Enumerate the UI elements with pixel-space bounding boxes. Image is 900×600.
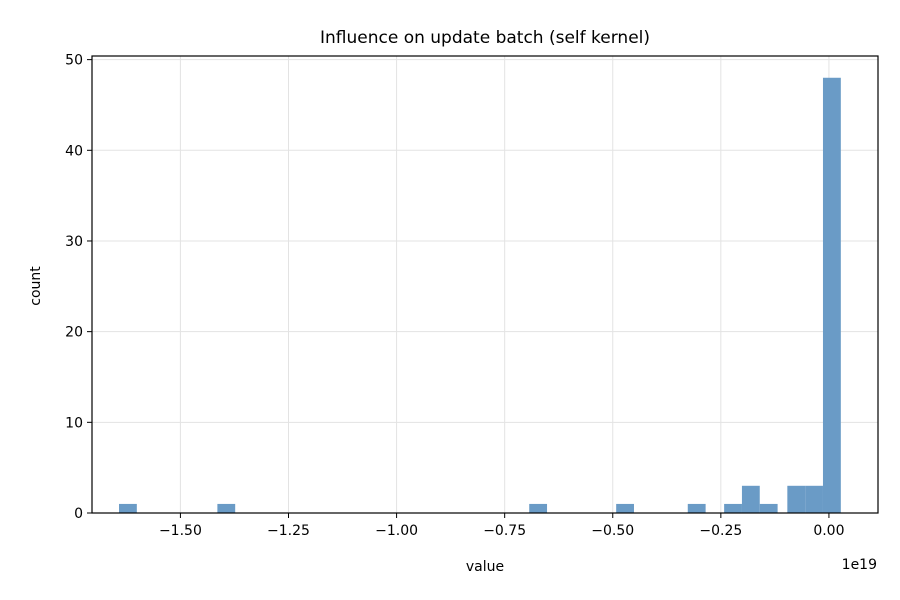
x-axis-ticks: −1.50 −1.25 −1.00 −0.75 −0.50 −0.25 0.00 <box>159 513 845 539</box>
y-tick-label: 30 <box>65 234 83 250</box>
y-tick-label: 20 <box>65 325 83 341</box>
x-tick-label: 0.00 <box>813 523 844 539</box>
grid-lines <box>92 56 878 514</box>
y-tick-label: 40 <box>65 143 83 159</box>
plot-frame <box>91 55 879 514</box>
x-axis-label: value <box>466 559 504 575</box>
histogram-bar <box>787 485 806 513</box>
histogram-bar <box>741 485 760 513</box>
x-tick-label: −1.00 <box>375 523 418 539</box>
y-tick-label: 10 <box>65 415 83 431</box>
histogram-bar <box>217 503 236 513</box>
x-tick-label: −0.50 <box>591 523 634 539</box>
y-tick-label: 0 <box>74 506 83 522</box>
y-tick-label: 50 <box>65 53 83 69</box>
histogram-bar <box>687 503 706 513</box>
x-tick-label: −0.25 <box>699 523 742 539</box>
histogram-bars <box>119 77 841 513</box>
x-axis-offset-label: 1e19 <box>842 557 877 573</box>
histogram-bar <box>805 485 823 513</box>
histogram-bar <box>529 503 548 513</box>
histogram-bar <box>119 503 137 513</box>
x-tick-label: −1.25 <box>267 523 310 539</box>
histogram-bar <box>724 503 742 513</box>
histogram-bar <box>759 503 778 513</box>
x-tick-label: −0.75 <box>483 523 526 539</box>
y-axis-ticks: 0 10 20 30 40 50 <box>65 53 92 522</box>
histogram-bar <box>822 77 841 513</box>
histogram-bar <box>616 503 634 513</box>
x-tick-label: −1.50 <box>159 523 202 539</box>
chart-title: Influence on update batch (self kernel) <box>320 28 650 48</box>
y-axis-label: count <box>28 266 44 306</box>
